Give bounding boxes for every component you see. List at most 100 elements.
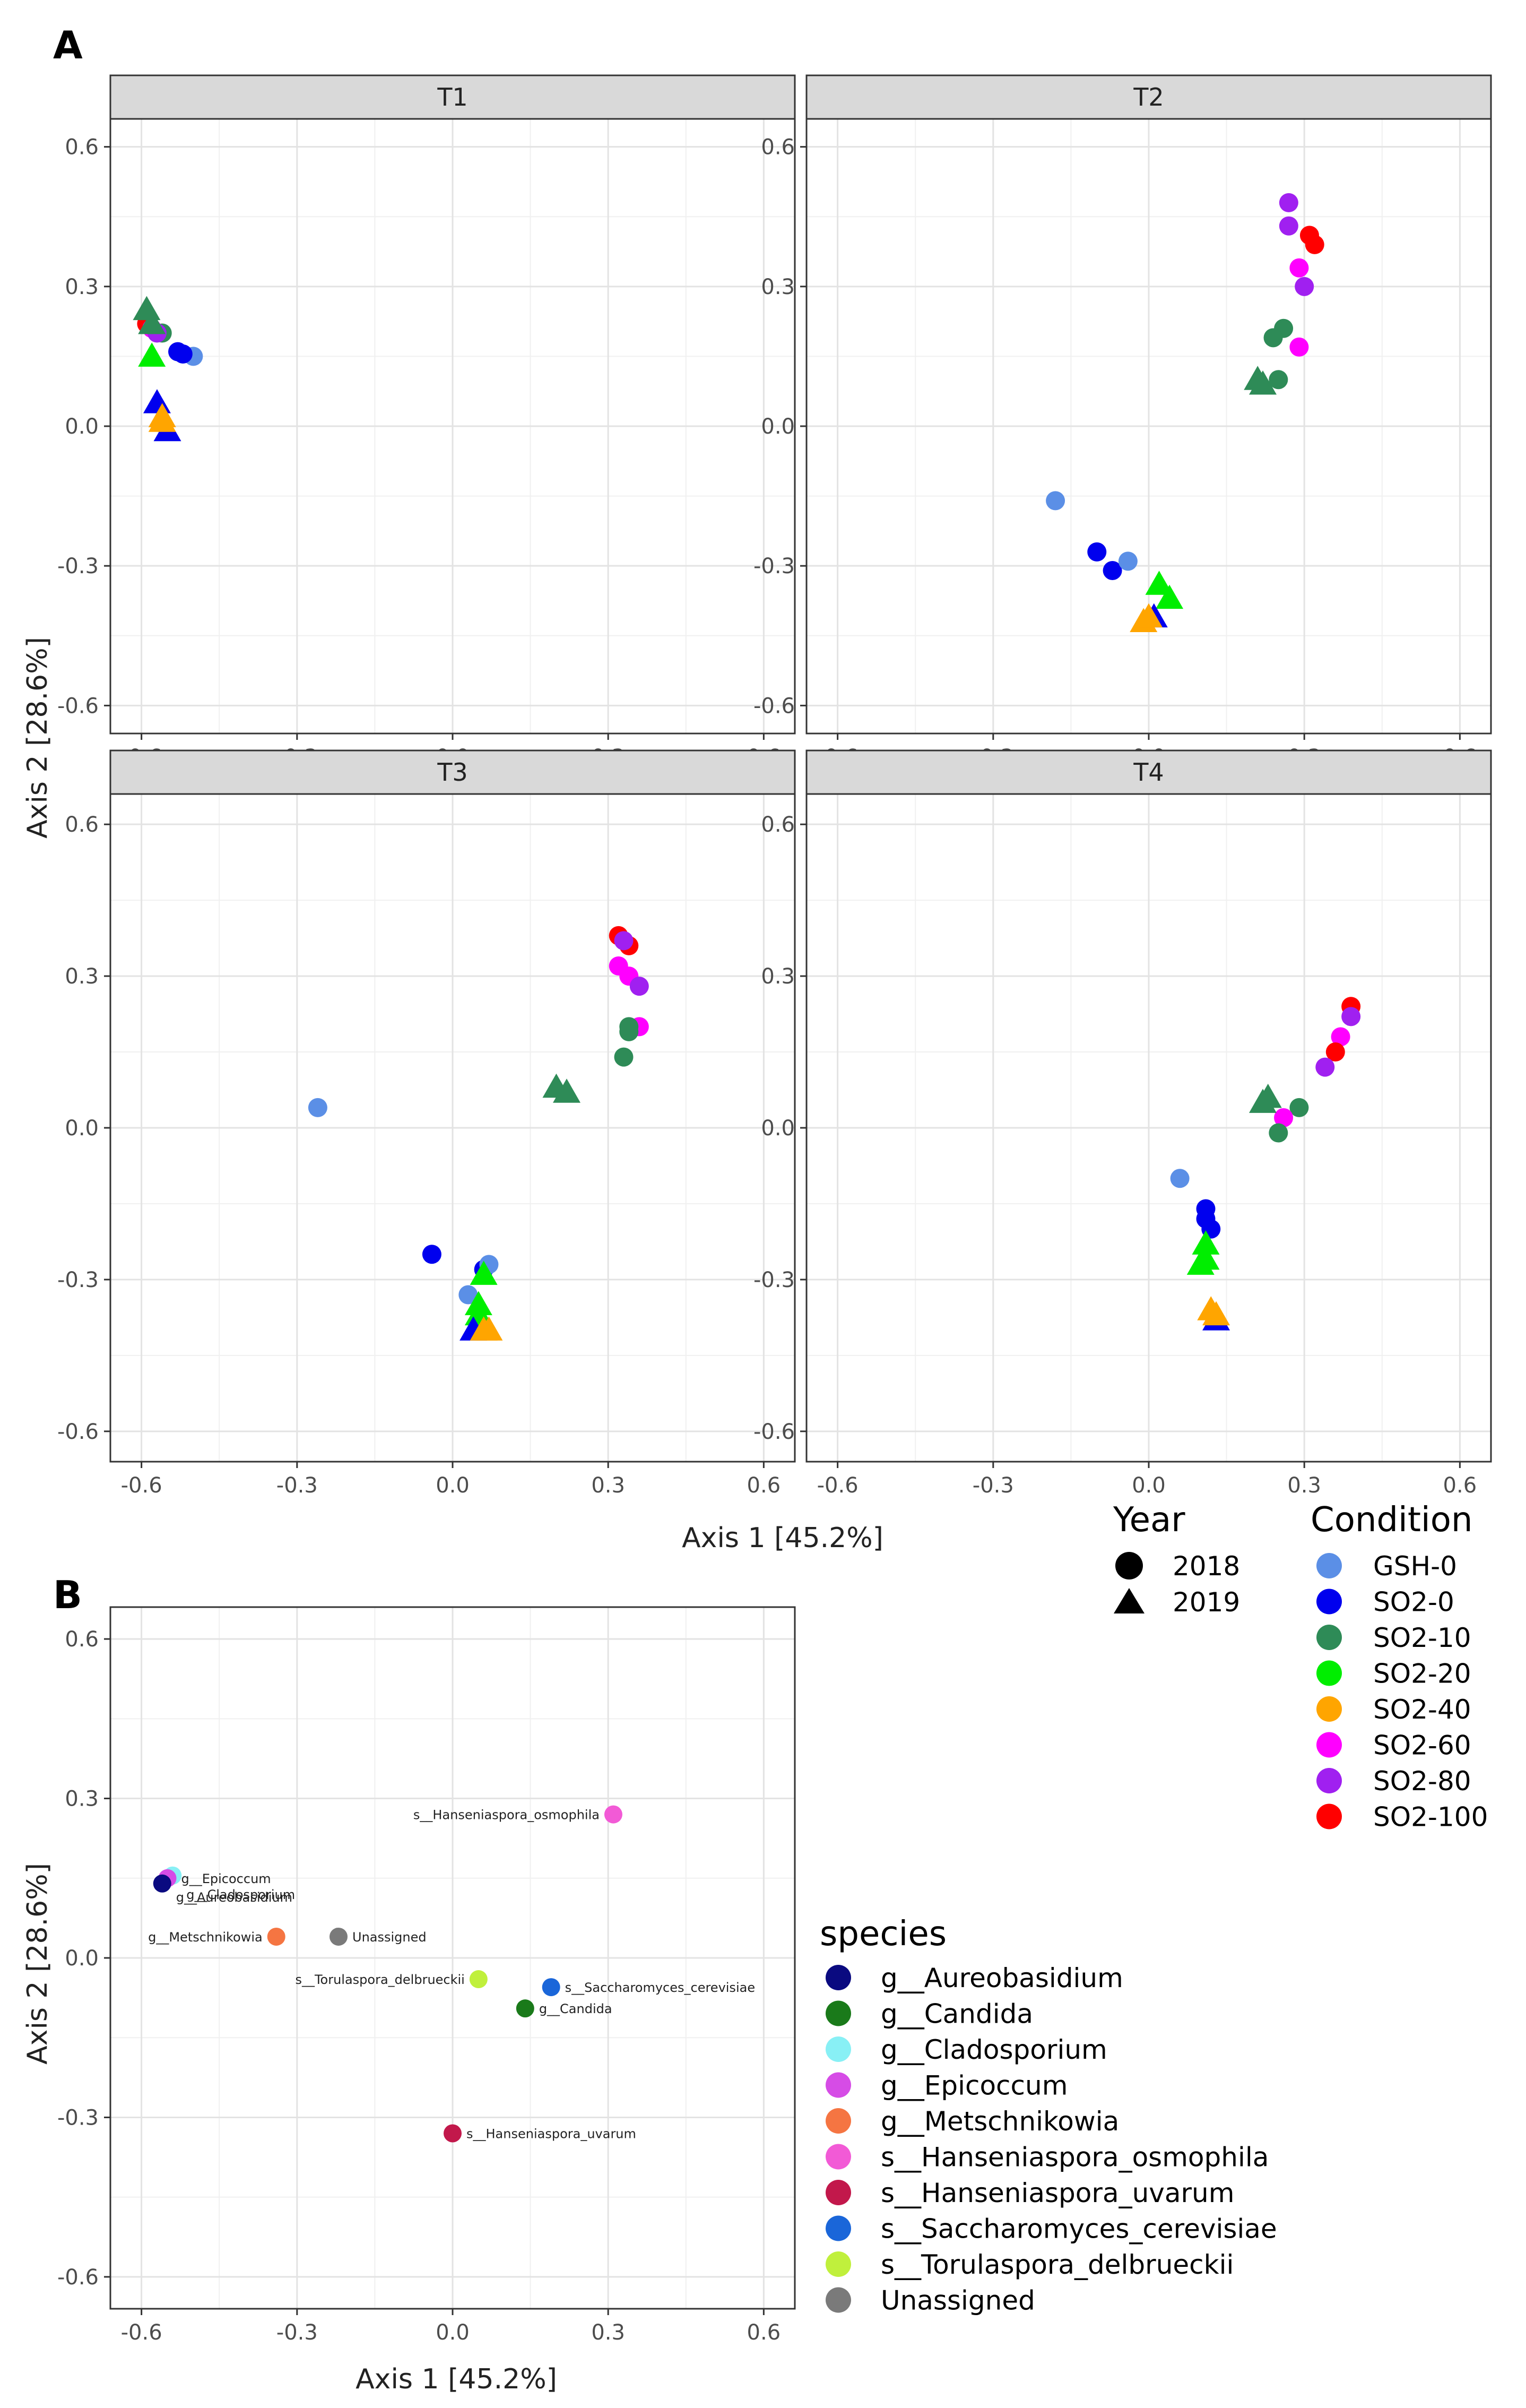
y-tick-label: -0.3 bbox=[753, 1268, 795, 1292]
facet-strip-label: T2 bbox=[1133, 83, 1164, 111]
y-tick-label: 0.3 bbox=[65, 275, 99, 299]
facet-t4: T4 -0.6 -0.3 0.0 0.3 0.6 0.6 0.3 0.0 -0.3 -0.6 bbox=[753, 749, 1492, 1498]
species-point bbox=[267, 1927, 285, 1946]
species-legend-key bbox=[826, 2000, 851, 2026]
x-tick-label: -0.6 bbox=[121, 2320, 162, 2345]
species-legend-key bbox=[826, 2144, 851, 2170]
y-tick-label: 0.0 bbox=[761, 1116, 795, 1141]
y-tick-label: 0.3 bbox=[761, 964, 795, 989]
sample-point-2018 bbox=[1170, 1169, 1190, 1188]
y-tick-label: -0.6 bbox=[57, 1420, 99, 1444]
sample-point-2019 bbox=[1186, 1250, 1215, 1275]
sample-point-2018 bbox=[629, 977, 649, 996]
sample-point-2018 bbox=[614, 931, 634, 951]
condition-legend-key bbox=[1316, 1803, 1342, 1829]
x-tick-label: -0.6 bbox=[121, 1473, 162, 1498]
sample-point-2019 bbox=[470, 1261, 498, 1285]
x-tick-label: 0.3 bbox=[591, 1473, 625, 1498]
y-tick-label: 0.0 bbox=[65, 1116, 99, 1141]
y-tick-label: 0.6 bbox=[65, 813, 99, 837]
panel-a-tag: A bbox=[53, 23, 83, 67]
condition-legend-key bbox=[1316, 1660, 1342, 1686]
sample-point-2018 bbox=[1269, 1123, 1288, 1143]
sample-point-2019 bbox=[553, 1078, 580, 1103]
facet-t1: T1 -0.6 -0.3 0.0 0.3 0.6 0.6 0.3 0.0 -0.3 -0.6 bbox=[57, 74, 796, 770]
species-legend-label: Unassigned bbox=[881, 2285, 1035, 2316]
year-legend-triangle-key bbox=[1114, 1588, 1144, 1613]
sample-point-2018 bbox=[1046, 491, 1065, 511]
facet-t2: T2-0.6-0.30.00.30.60.60.30.0-0.3-0.6 bbox=[753, 74, 1492, 770]
year-legend: Year 2018 2019 bbox=[1113, 1500, 1240, 1618]
sample-point-2018 bbox=[1315, 1057, 1335, 1077]
species-legend-key bbox=[826, 2287, 851, 2313]
x-tick-label: 0.3 bbox=[591, 2320, 625, 2345]
x-tick-label: 0.0 bbox=[436, 2320, 470, 2345]
species-legend-key bbox=[826, 2072, 851, 2098]
condition-legend-title: Condition bbox=[1311, 1500, 1472, 1540]
species-legend-label: s__Saccharomyces_cerevisiae bbox=[881, 2214, 1277, 2245]
condition-legend-label: SO2-60 bbox=[1373, 1730, 1471, 1761]
sample-point-2018 bbox=[1305, 235, 1324, 254]
species-biplot: -0.6 -0.3 0.0 0.3 0.6 0.6 0.3 0.0 -0.3 -0.6 s__Han… bbox=[57, 1606, 796, 2345]
sample-point-2019 bbox=[148, 408, 176, 432]
y-tick-label: 0.6 bbox=[65, 135, 99, 160]
sample-point-2018 bbox=[1274, 1108, 1294, 1127]
condition-legend-label: SO2-20 bbox=[1373, 1659, 1471, 1689]
sample-point-2018 bbox=[422, 1245, 441, 1264]
sample-point-2018 bbox=[458, 1285, 478, 1305]
x-tick-label: 0.6 bbox=[747, 2320, 781, 2345]
species-legend-label: g__Candida bbox=[881, 1999, 1033, 2030]
sample-point-2018 bbox=[614, 1047, 634, 1067]
y-tick-label: 0.3 bbox=[65, 964, 99, 989]
species-point-label: g__Metschnikowia bbox=[148, 1930, 263, 1945]
species-legend-key bbox=[826, 2215, 851, 2241]
panel-a-x-axis-title: Axis 1 [45.2%] bbox=[682, 1522, 883, 1554]
condition-legend-key bbox=[1316, 1589, 1342, 1615]
sample-point-2019 bbox=[138, 342, 166, 367]
y-tick-label: 0.3 bbox=[65, 1787, 99, 1811]
y-tick-label: 0.6 bbox=[761, 813, 795, 837]
sample-point-2018 bbox=[1289, 1098, 1309, 1117]
facet-strip bbox=[805, 74, 1492, 120]
y-tick-label: -0.6 bbox=[57, 2265, 99, 2290]
y-tick-label: 0.0 bbox=[65, 1946, 99, 1971]
species-point-label: g__Aureobasidium bbox=[176, 1890, 292, 1905]
sample-point-2018 bbox=[1196, 1209, 1216, 1229]
y-tick-label: 0.0 bbox=[761, 415, 795, 439]
condition-legend-key bbox=[1316, 1732, 1342, 1758]
species-legend-key bbox=[826, 1965, 851, 1990]
condition-legend-label: SO2-100 bbox=[1373, 1802, 1488, 1833]
species-point-label: s__Hanseniaspora_uvarum bbox=[466, 2127, 636, 2142]
facet-strip-label: T1 bbox=[437, 83, 467, 111]
facet-strip-label: T3 bbox=[437, 758, 467, 787]
facet-strip bbox=[109, 74, 796, 120]
x-tick-label: -0.3 bbox=[276, 2320, 318, 2345]
sample-point-2019 bbox=[1192, 1230, 1220, 1255]
sample-point-2018 bbox=[1289, 337, 1309, 357]
sample-point-2018 bbox=[1269, 370, 1288, 390]
sample-point-2019 bbox=[138, 310, 166, 334]
species-legend-label: s__Hanseniaspora_uvarum bbox=[881, 2178, 1234, 2208]
facet-strip-label: T4 bbox=[1133, 758, 1164, 787]
species-legend-label: g__Cladosporium bbox=[881, 2034, 1107, 2065]
condition-legend: Condition GSH-0 SO2-0 SO2-10 SO2-20 SO2-40 SO… bbox=[1311, 1500, 1488, 1833]
panel-b-y-axis-title: Axis 2 [28.6%] bbox=[22, 1863, 54, 2065]
sample-point-2019 bbox=[1249, 370, 1277, 395]
species-point-label: s__Saccharomyces_cerevisiae bbox=[565, 1980, 755, 1995]
plot-border bbox=[805, 118, 1492, 735]
panel-b-tag: B bbox=[53, 1573, 82, 1617]
sample-point-2018 bbox=[173, 344, 193, 364]
sample-point-2018 bbox=[619, 1017, 639, 1037]
y-tick-label: -0.3 bbox=[57, 554, 99, 579]
species-legend-title: species bbox=[820, 1914, 947, 1954]
condition-legend-label: SO2-0 bbox=[1373, 1587, 1454, 1618]
plot-border bbox=[109, 1606, 796, 2310]
species-point bbox=[604, 1805, 622, 1824]
species-legend-label: g__Metschnikowia bbox=[881, 2106, 1119, 2137]
species-legend-label: s__Torulaspora_delbrueckii bbox=[881, 2249, 1234, 2280]
facet-strip bbox=[109, 749, 796, 795]
sample-point-2018 bbox=[308, 1098, 327, 1117]
x-tick-label: 0.0 bbox=[1132, 1473, 1166, 1498]
species-point bbox=[516, 1999, 534, 2018]
